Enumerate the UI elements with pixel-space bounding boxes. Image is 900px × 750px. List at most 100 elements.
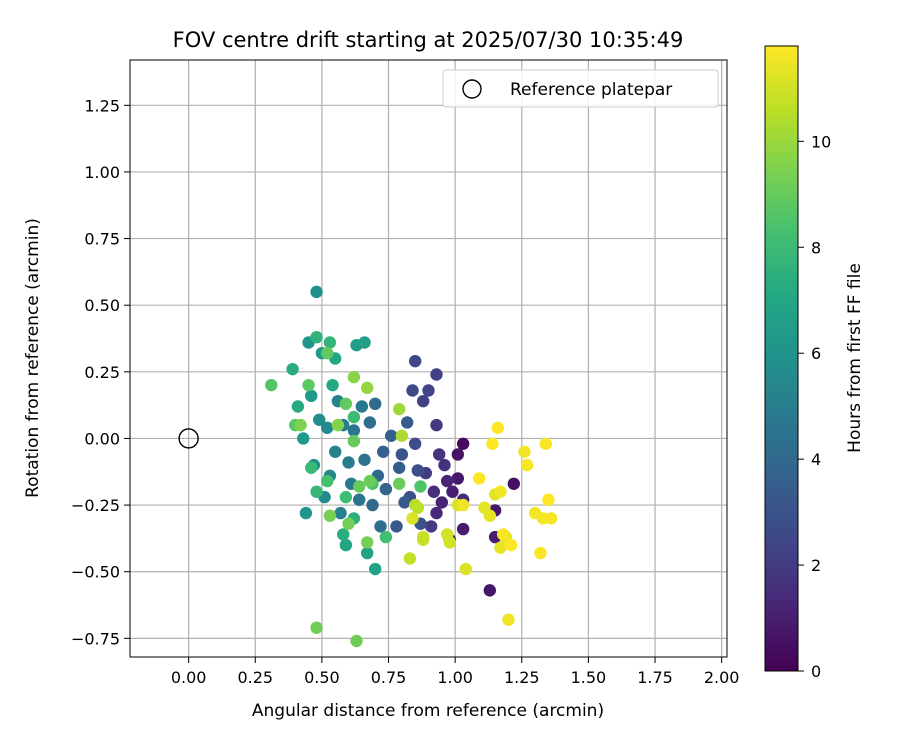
data-point [456, 437, 470, 450]
data-point [398, 496, 411, 509]
legend-label: Reference platepar [510, 80, 672, 100]
data-point [424, 520, 438, 533]
data-point [403, 552, 417, 565]
data-point [379, 530, 393, 544]
reference-point-marker [178, 428, 199, 449]
data-point [451, 472, 465, 485]
data-point [395, 448, 409, 461]
x-tick-label: 1.25 [504, 668, 540, 687]
y-tick-label: 0.75 [84, 230, 120, 249]
data-point [310, 485, 323, 498]
data-point [347, 410, 361, 424]
data-point [326, 378, 339, 392]
colorbar-frame [764, 45, 799, 672]
data-point [265, 378, 278, 392]
data-point [486, 437, 499, 450]
data-point [368, 562, 382, 576]
data-point [310, 621, 323, 634]
y-tick-label: 1.25 [84, 96, 120, 115]
data-point [363, 474, 377, 488]
legend: Reference platepar [442, 69, 719, 108]
x-tick-label: 1.75 [637, 668, 673, 687]
data-point [534, 546, 547, 560]
chart-title: FOV centre drift starting at 2025/07/30 … [173, 28, 684, 52]
data-point [334, 506, 347, 520]
data-point [400, 416, 414, 429]
data-point [321, 474, 334, 488]
data-point [446, 485, 459, 498]
data-point [363, 416, 377, 429]
x-axis-ticks: 0.00 0.25 0.50 0.75 1.00 1.25 1.50 1.75 2.00 [171, 657, 739, 687]
data-point [321, 421, 334, 434]
colorbar: 0 2 4 6 8 10 Hours from first FF file [764, 45, 865, 681]
data-point [339, 397, 353, 411]
data-point [392, 402, 406, 416]
data-point [496, 528, 510, 541]
data-point [392, 461, 406, 474]
data-point [416, 530, 430, 544]
y-tick-label: −0.75 [71, 629, 120, 648]
data-point [430, 418, 443, 432]
data-point [331, 418, 345, 432]
x-tick-label: 0.25 [237, 668, 273, 687]
data-point [411, 501, 425, 514]
data-point [361, 546, 374, 560]
x-axis-label: Angular distance from reference (arcmin) [252, 701, 604, 721]
data-point [305, 389, 318, 403]
data-point [339, 538, 353, 552]
data-point [432, 448, 446, 461]
data-point [342, 517, 355, 530]
data-point [350, 634, 363, 648]
data-point [368, 397, 382, 411]
data-point [291, 400, 305, 413]
colorbar-tick-label: 10 [811, 132, 831, 151]
data-point [379, 482, 393, 496]
colorbar-tick-label: 6 [811, 344, 821, 363]
data-point [329, 445, 342, 458]
colorbar-tick-label: 2 [811, 556, 821, 575]
data-point [456, 498, 470, 512]
data-point [414, 480, 427, 493]
data-point [483, 584, 496, 597]
y-axis-label: Rotation from reference (arcmin) [23, 218, 43, 498]
data-point [408, 437, 422, 450]
data-point [406, 512, 419, 525]
x-tick-label: 0.50 [304, 668, 340, 687]
y-axis-ticks: −0.75 −0.50 −0.25 0.00 0.25 0.50 0.75 1.00 1.25 [71, 96, 130, 648]
data-point [353, 480, 366, 493]
data-point [339, 490, 353, 504]
y-tick-label: 0.25 [84, 363, 120, 382]
data-point [347, 424, 361, 437]
data-point [427, 485, 441, 498]
data-point [355, 400, 369, 413]
data-point [347, 434, 361, 448]
data-point [411, 464, 425, 477]
y-tick-label: −0.50 [71, 563, 120, 582]
data-point [374, 520, 387, 533]
data-point [494, 485, 507, 498]
data-point [440, 474, 454, 488]
data-point [416, 394, 430, 408]
data-points [265, 285, 558, 648]
data-point [286, 362, 299, 376]
y-tick-label: 0.50 [84, 296, 120, 315]
data-point [310, 330, 323, 344]
colorbar-tick-label: 4 [811, 450, 821, 469]
data-point [358, 336, 371, 349]
data-point [323, 336, 337, 349]
data-point [395, 429, 409, 442]
data-point [302, 378, 315, 392]
data-point [491, 421, 504, 434]
x-tick-label: 0.00 [171, 668, 207, 687]
data-point [422, 384, 435, 397]
data-point [342, 456, 355, 469]
data-point [544, 512, 558, 525]
data-point [507, 477, 520, 490]
reference-marker [178, 428, 199, 449]
data-point [361, 536, 374, 549]
legend-box [442, 69, 719, 108]
data-point [430, 506, 443, 520]
data-point [520, 458, 534, 472]
